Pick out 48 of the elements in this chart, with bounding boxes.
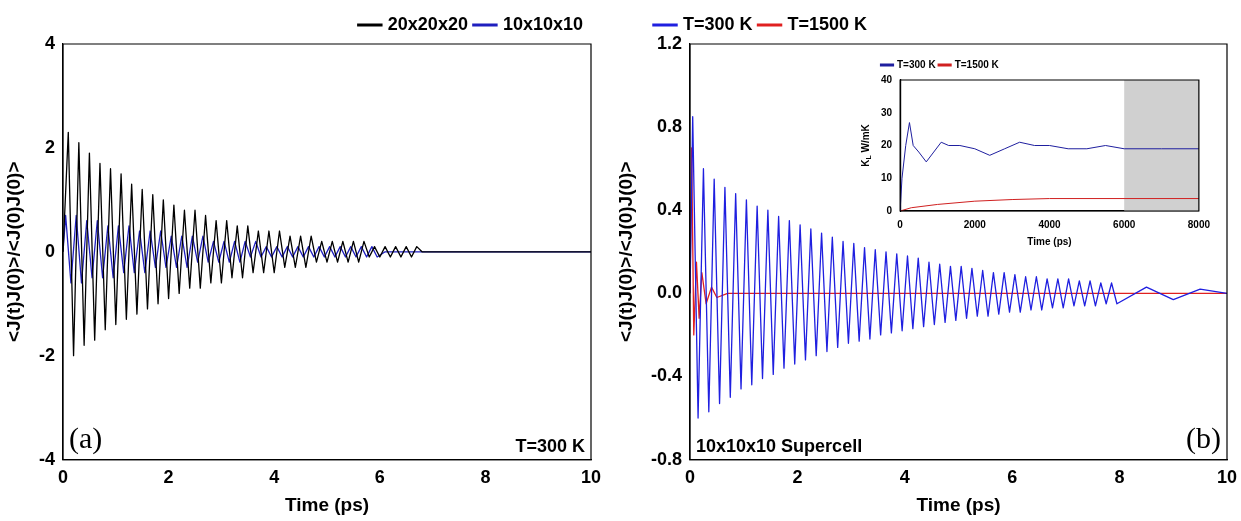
x-tick-label: 0 xyxy=(685,467,696,488)
y-tick-label: -0.8 xyxy=(650,448,683,469)
x-tick-label: 10 xyxy=(580,467,602,488)
x-tick-label: 4000 xyxy=(1038,218,1062,230)
x-tick-label: 6000 xyxy=(1113,218,1136,230)
annotation: T=300 K xyxy=(515,435,585,456)
x-tick-label: 8 xyxy=(1114,467,1125,488)
x-tick-label: 0 xyxy=(58,467,69,488)
y-tick-label: -0.4 xyxy=(650,365,683,386)
y-tick-label: -4 xyxy=(38,448,55,469)
x-tick-label: 8000 xyxy=(1187,218,1211,230)
x-tick-label: 6 xyxy=(374,467,385,488)
y-tick-label: 0.4 xyxy=(656,199,683,220)
y-tick-label: -2 xyxy=(38,344,55,365)
y-tick-label: 10 xyxy=(881,172,893,183)
x-tick-label: 0 xyxy=(897,218,904,230)
y-axis-title: <J(t)J(0)>/<J(0)J(0)> xyxy=(3,161,25,343)
y-tick-label: 4 xyxy=(44,32,55,53)
legend-label: T=1500 K xyxy=(787,13,868,34)
y-tick-label: 1.2 xyxy=(656,32,683,53)
x-axis-title: Time (ps) xyxy=(916,493,1001,515)
x-tick-label: 4 xyxy=(269,467,280,488)
annotation: (a) xyxy=(69,421,103,456)
y-tick-label: 0 xyxy=(886,204,893,216)
x-tick-label: 6 xyxy=(1007,467,1018,488)
x-tick-label: 2 xyxy=(792,467,803,488)
x-tick-label: 2000 xyxy=(963,218,987,230)
y-tick-label: 0 xyxy=(44,240,55,261)
y-tick-label: 30 xyxy=(881,106,893,118)
x-axis-title: Time (ps) xyxy=(284,493,370,515)
legend-label: 20x20x20 xyxy=(387,13,468,34)
x-tick-label: 4 xyxy=(899,467,910,488)
annotation: 10x10x10 Supercell xyxy=(696,435,863,456)
y-tick-label: 0.0 xyxy=(656,282,683,303)
annotation: (b) xyxy=(1186,421,1221,456)
x-tick-label: 10 xyxy=(1216,467,1238,488)
x-tick-label: 2 xyxy=(163,467,174,488)
y-tick-label: 40 xyxy=(881,73,893,85)
y-tick-label: 2 xyxy=(44,136,55,157)
y-tick-label: 20 xyxy=(881,139,893,151)
y-axis-title: <J(t)J(0)>/<J(0)J(0)> xyxy=(615,161,637,343)
x-axis-title: Time (ps) xyxy=(1027,235,1072,247)
legend-label: T=1500 K xyxy=(954,58,1000,70)
legend-label: T=300 K xyxy=(683,13,753,34)
legend-label: 10x10x10 xyxy=(502,13,584,34)
legend-label: T=300 K xyxy=(897,58,937,70)
y-tick-label: 0.8 xyxy=(656,116,683,137)
x-tick-label: 8 xyxy=(480,467,491,488)
